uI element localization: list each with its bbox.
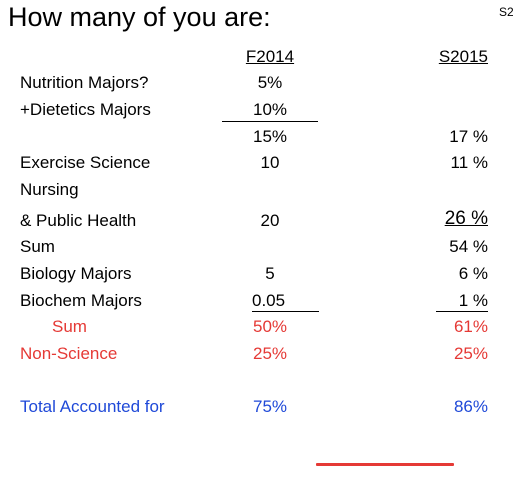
row-value-f2014: 0.05	[252, 291, 286, 310]
corner-label: S2	[499, 5, 513, 19]
row-value-s2015: 86%	[453, 397, 488, 416]
biochem-underline-f2014	[252, 311, 319, 312]
row-label-biochem: Biochem Majors	[20, 291, 142, 310]
row-value-s2015: 17 %	[449, 127, 488, 146]
subtotal-underline	[222, 121, 318, 122]
biochem-underline-s2015	[436, 311, 488, 312]
row-value-s2015: 1 %	[458, 291, 488, 310]
row-label-exercise: Exercise Science	[20, 153, 151, 172]
row-label-nutrition: Nutrition Majors?	[20, 73, 149, 92]
row-value-f2014: 25%	[252, 344, 288, 363]
row-value-f2014: 10	[260, 153, 280, 172]
row-value-f2014: 10%	[252, 100, 288, 119]
row-value-s2015: 61%	[453, 317, 488, 336]
row-value-s2015: 25%	[453, 344, 488, 363]
row-value-f2014: 5%	[257, 73, 283, 92]
row-value-f2014: 50%	[252, 317, 288, 336]
row-label-non-science: Non-Science	[20, 344, 118, 363]
row-label-sum: Sum	[20, 237, 55, 256]
row-label-dietetics: +Dietetics Majors	[20, 100, 151, 119]
row-value-f2014: 20	[260, 211, 280, 230]
row-value-s2015: 6 %	[458, 264, 488, 283]
row-label-total: Total Accounted for	[20, 397, 165, 416]
row-value-f2014: 5	[265, 264, 275, 283]
red-accent-bar	[316, 463, 454, 466]
row-value-s2015: 11 %	[450, 153, 489, 172]
slide-title: How many of you are:	[8, 2, 271, 32]
column-header-s2015: S2015	[438, 47, 488, 66]
row-label-biology: Biology Majors	[20, 264, 132, 283]
row-value-s2015: 26 %	[444, 208, 488, 229]
column-header-f2014: F2014	[245, 47, 295, 66]
row-label-nursing: Nursing	[20, 180, 79, 199]
row-value-f2014: 75%	[252, 397, 288, 416]
row-label-public-health: & Public Health	[20, 211, 137, 230]
row-value-f2014: 15%	[252, 127, 288, 146]
row-value-s2015: 54 %	[449, 237, 488, 256]
row-label-science-sum: Sum	[52, 317, 87, 336]
